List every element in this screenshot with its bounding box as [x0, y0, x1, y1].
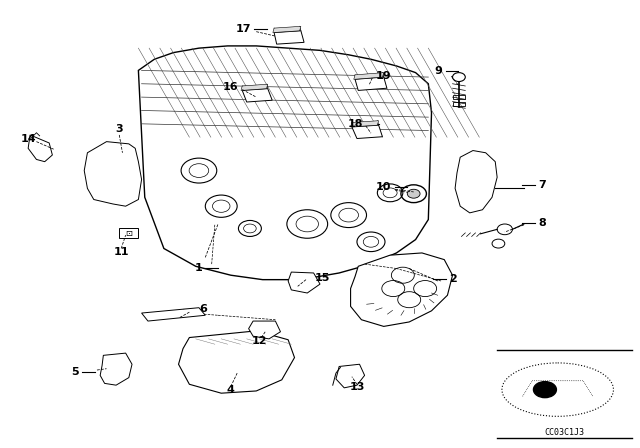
Polygon shape — [354, 73, 384, 79]
Bar — [119, 228, 138, 238]
Text: 2: 2 — [449, 274, 457, 284]
Polygon shape — [274, 31, 304, 44]
Polygon shape — [288, 272, 320, 293]
Bar — [452, 95, 465, 99]
Text: 6: 6 — [199, 304, 207, 314]
Text: 11: 11 — [113, 246, 129, 257]
Text: 12: 12 — [252, 336, 268, 346]
Text: 4: 4 — [227, 385, 235, 395]
Text: 9: 9 — [435, 66, 442, 76]
Polygon shape — [355, 77, 387, 90]
Polygon shape — [243, 89, 272, 102]
Polygon shape — [84, 142, 141, 206]
Polygon shape — [141, 308, 205, 321]
Polygon shape — [351, 253, 452, 327]
Polygon shape — [241, 84, 268, 90]
Text: ⊡: ⊡ — [125, 229, 132, 238]
Polygon shape — [336, 364, 365, 388]
Bar — [452, 102, 465, 106]
Text: 13: 13 — [349, 383, 365, 392]
Circle shape — [407, 189, 420, 198]
Polygon shape — [179, 331, 294, 393]
Polygon shape — [28, 135, 52, 162]
Text: 1: 1 — [195, 263, 202, 273]
Polygon shape — [138, 46, 431, 280]
Text: CC03C1J3: CC03C1J3 — [545, 428, 585, 437]
Text: 19: 19 — [376, 71, 392, 81]
Text: 10: 10 — [376, 182, 392, 193]
Text: 17: 17 — [236, 24, 251, 34]
Text: 15: 15 — [315, 273, 330, 283]
Polygon shape — [455, 151, 497, 213]
Text: 14: 14 — [20, 134, 36, 143]
Text: 18: 18 — [348, 119, 364, 129]
Polygon shape — [100, 353, 132, 385]
Text: 5: 5 — [72, 367, 79, 377]
Text: 7: 7 — [538, 180, 546, 190]
Polygon shape — [352, 125, 383, 138]
Circle shape — [534, 382, 556, 398]
Polygon shape — [273, 26, 301, 33]
Text: 3: 3 — [115, 124, 123, 134]
Polygon shape — [351, 121, 379, 127]
Polygon shape — [248, 321, 280, 339]
Text: 16: 16 — [223, 82, 239, 92]
Text: 8: 8 — [538, 218, 546, 228]
